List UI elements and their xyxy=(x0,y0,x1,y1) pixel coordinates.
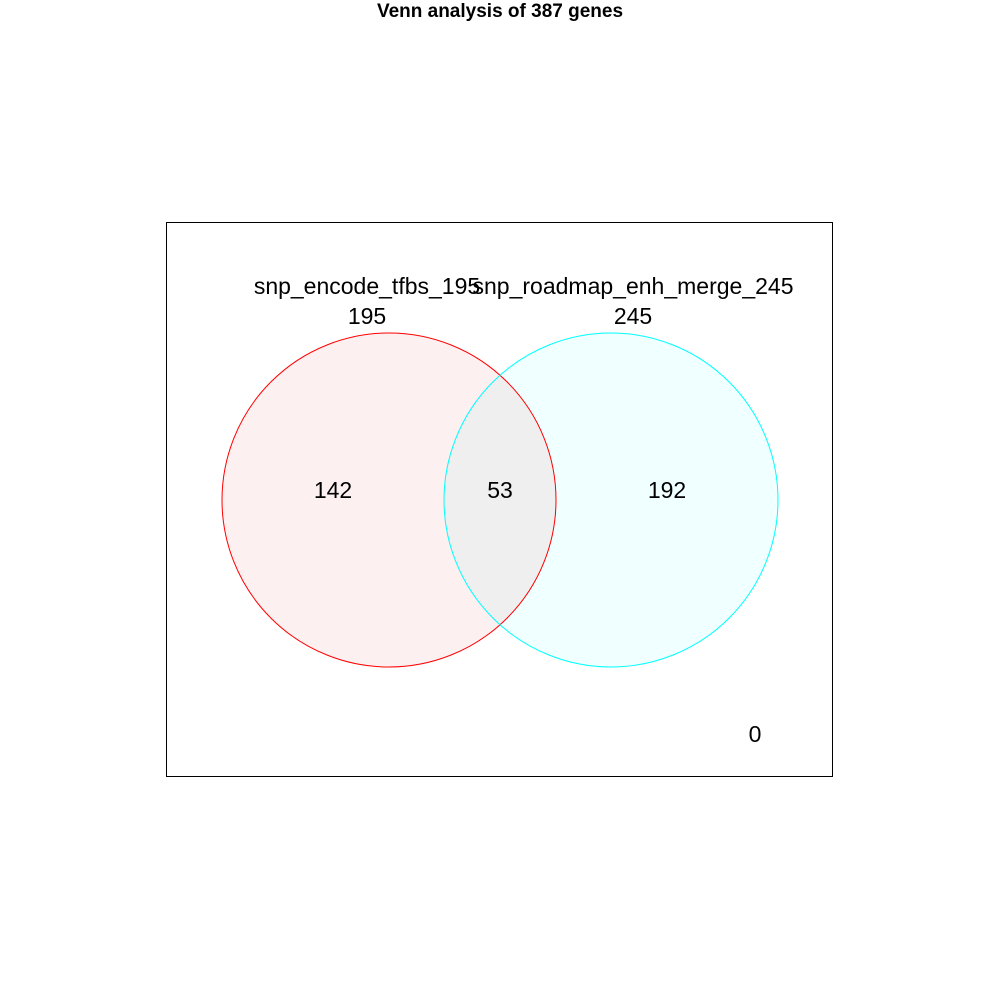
set-b-name: snp_roadmap_enh_merge_245 xyxy=(473,273,794,299)
set-b-outline xyxy=(443,332,779,668)
set-b-only-count: 192 xyxy=(648,477,686,503)
set-a-name: snp_encode_tfbs_195 xyxy=(254,273,480,299)
set-b-total: 245 xyxy=(614,303,652,329)
set-a-only-count: 142 xyxy=(314,477,352,503)
overlap-count: 53 xyxy=(487,477,513,503)
overlap-region xyxy=(444,333,556,667)
outside-count: 0 xyxy=(749,721,762,747)
set-a-outline xyxy=(221,332,557,668)
chart-title: Venn analysis of 387 genes xyxy=(376,1,624,22)
set-a-total: 195 xyxy=(348,303,386,329)
plot-frame xyxy=(166,222,833,777)
